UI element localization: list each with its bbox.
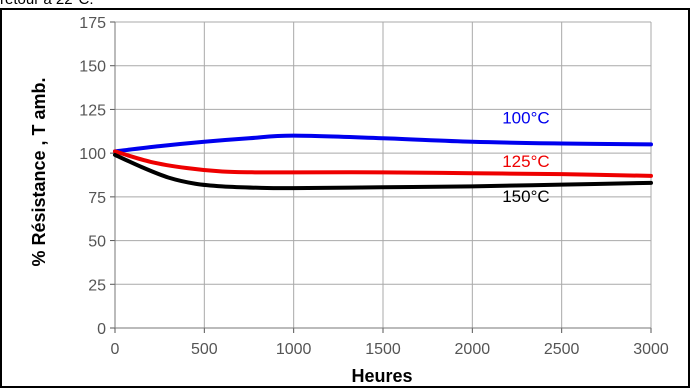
- y-tick-label: 150: [79, 59, 106, 76]
- series-label-0: 100°C: [502, 108, 549, 127]
- tick-labels: 0 25 50 75 100 125 150 175 0 500 1000 1500 2000 2500 3…: [79, 15, 669, 358]
- y-tick-label: 0: [97, 321, 106, 338]
- y-tick-label: 175: [79, 15, 106, 32]
- series-label-2: 150°C: [502, 187, 549, 206]
- y-axis-label: % Résistance , T amb.: [29, 77, 49, 266]
- y-tick-label: 50: [88, 234, 106, 251]
- y-tick-label: 25: [88, 277, 106, 294]
- x-tick-label: 1000: [276, 341, 312, 358]
- x-tick-label: 1500: [365, 341, 401, 358]
- x-tick-label: 3000: [633, 341, 669, 358]
- series-label-1: 125°C: [502, 152, 549, 171]
- y-tick-label: 125: [79, 102, 106, 119]
- y-tick-label: 75: [88, 190, 106, 207]
- series-lines: [113, 133, 653, 191]
- series-line-2: [113, 152, 653, 191]
- grid: [110, 21, 652, 333]
- x-tick-label: 2500: [544, 341, 580, 358]
- top-caption: retour à 22°C.: [0, 0, 94, 8]
- x-axis-label: Heures: [351, 366, 412, 386]
- series-labels: 100°C 125°C 150°C: [502, 108, 549, 206]
- x-tick-label: 500: [191, 341, 218, 358]
- y-tick-label: 100: [79, 146, 106, 163]
- x-tick-label: 2000: [455, 341, 491, 358]
- series-line-1: [113, 149, 653, 178]
- series-line-0: [113, 133, 653, 154]
- x-tick-label: 0: [111, 341, 120, 358]
